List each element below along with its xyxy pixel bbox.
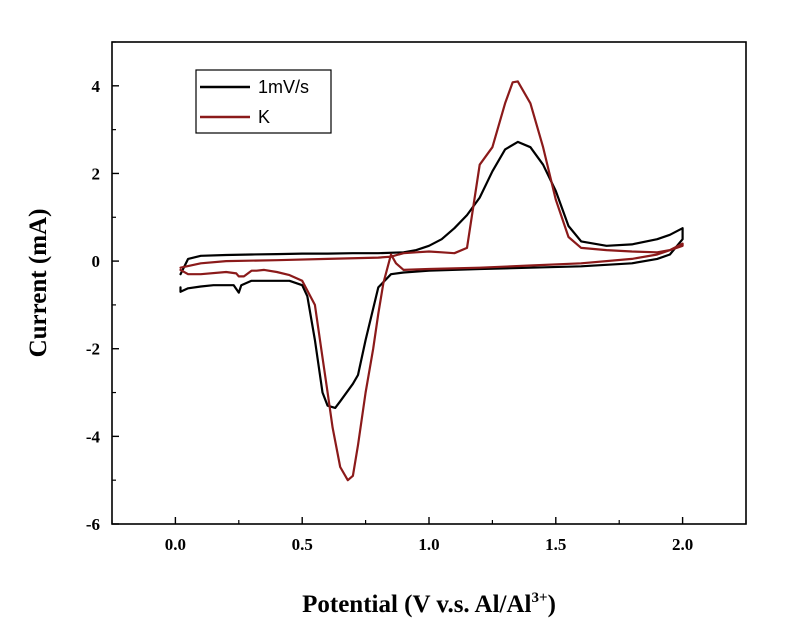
- legend-box: [195, 69, 332, 134]
- series-line-2: [179, 80, 684, 482]
- x-axis-title-main: Potential (V v.s. Al/Al: [302, 591, 531, 618]
- legend-label-2: K: [258, 107, 270, 127]
- y-tick-label: 4: [92, 77, 101, 96]
- series-line-1: [179, 140, 684, 409]
- x-axis-title-suffix: ): [548, 591, 556, 618]
- x-tick-label: 2.0: [672, 535, 693, 554]
- x-tick-label: 1.5: [545, 535, 566, 554]
- y-tick-label: 2: [92, 164, 101, 183]
- y-tick-label: -4: [86, 427, 101, 446]
- legend-label-1: 1mV/s: [258, 77, 309, 97]
- y-axis-title: Current (mA): [25, 209, 52, 358]
- x-tick-label: 1.0: [418, 535, 439, 554]
- y-tick-label: -6: [86, 515, 100, 534]
- x-axis-title: Potential (V v.s. Al/Al3+): [302, 590, 556, 618]
- x-tick-label: 0.0: [165, 535, 186, 554]
- series-group: [179, 80, 684, 482]
- axis-ticks: 0.0 0.5 1.0 1.5 2.0 -6 -4 -2 0 2 4: [86, 41, 747, 554]
- y-tick-label: -2: [86, 340, 100, 359]
- x-tick-label: 0.5: [292, 535, 313, 554]
- y-tick-label: 0: [92, 252, 101, 271]
- x-axis-title-superscript: 3+: [532, 590, 548, 606]
- legend: 1mV/s K: [195, 69, 332, 134]
